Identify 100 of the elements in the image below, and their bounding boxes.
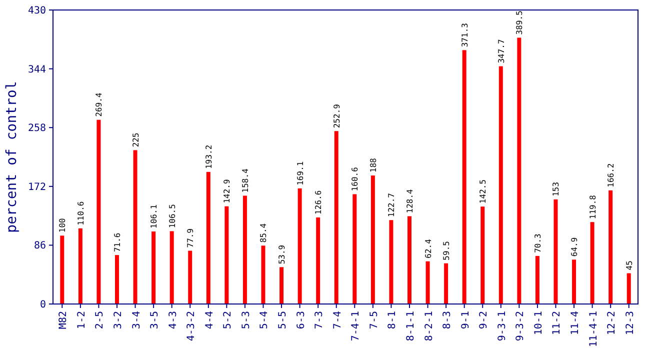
data-label: 122.7 [387, 192, 396, 218]
bar [572, 260, 576, 304]
x-tick-label: 6-3 [296, 311, 307, 330]
bar [152, 231, 156, 304]
x-tick-label: 7-4 [332, 311, 344, 330]
data-label: 77.9 [186, 228, 196, 248]
data-label: 70.3 [533, 233, 542, 253]
bar [590, 222, 594, 304]
x-tick-label: 3-4 [131, 311, 142, 330]
bar [370, 175, 375, 304]
data-label: 106.5 [168, 204, 177, 228]
x-tick-label: 9-1 [460, 311, 472, 330]
bar [407, 216, 412, 304]
x-tick-label: 3-2 [112, 311, 124, 330]
bar [352, 194, 357, 304]
data-label: 188 [368, 158, 378, 172]
x-tick-label: 12-2 [606, 311, 618, 336]
bar [280, 267, 284, 304]
bar [517, 38, 522, 304]
data-label: 110.6 [76, 201, 86, 226]
bar [60, 236, 64, 304]
data-label: 193.2 [204, 144, 214, 169]
data-label: 142.9 [222, 179, 232, 204]
data-label: 106.1 [150, 204, 159, 228]
x-tick-label: 8-1 [387, 311, 398, 330]
data-label: 153 [552, 182, 561, 196]
data-label: 64.9 [570, 237, 580, 257]
y-tick-label: 0 [40, 300, 46, 310]
bar [206, 172, 210, 304]
x-tick-label: 4-3-2 [186, 311, 198, 342]
data-label: 126.6 [314, 190, 324, 214]
data-label: 142.5 [478, 179, 488, 204]
bar [133, 150, 138, 304]
x-tick-label: 10-1 [533, 311, 544, 336]
y-tick-label: 86 [34, 240, 46, 252]
x-tick-label: 9-2 [478, 311, 490, 330]
x-tick-label: 7-3 [314, 311, 326, 330]
x-tick-label: 7-5 [368, 311, 380, 330]
data-label: 371.3 [460, 22, 470, 48]
data-label: 85.4 [259, 223, 268, 243]
y-tick-label: 172 [28, 182, 46, 193]
data-label: 347.7 [496, 39, 506, 64]
x-tick-label: 8-1-1 [405, 311, 416, 342]
x-tick-label: 1-2 [76, 311, 88, 330]
bar [480, 206, 485, 304]
x-tick-label: 4-4 [204, 311, 216, 330]
x-tick-label: 9-3-2 [515, 311, 526, 342]
x-tick-label: 8-3 [442, 311, 454, 330]
bar [316, 217, 320, 304]
data-label: 389.5 [515, 10, 524, 35]
bar [498, 66, 503, 304]
bar [170, 231, 174, 304]
data-label: 119.8 [588, 194, 598, 220]
x-tick-label: 12-3 [624, 311, 636, 336]
x-tick-label: 5-3 [240, 311, 252, 330]
x-tick-label: 8-2-1 [424, 311, 435, 342]
x-tick-label: 4-3 [168, 311, 179, 330]
bar [96, 120, 101, 304]
bar [242, 196, 247, 304]
y-tick-label: 430 [28, 6, 46, 16]
x-tick-label: 5-5 [278, 311, 289, 330]
data-label: 62.4 [424, 238, 433, 258]
bar [535, 256, 540, 304]
bar [426, 261, 430, 304]
data-label: 269.4 [94, 92, 104, 117]
bar [114, 255, 119, 304]
x-tick-label: 7-4-1 [350, 311, 362, 342]
bar [389, 220, 394, 304]
data-label: 100 [58, 218, 68, 233]
bar [261, 246, 266, 304]
x-tick-label: 5-2 [222, 311, 234, 330]
data-label: 158.4 [240, 168, 250, 193]
bar [334, 131, 338, 304]
bar [444, 263, 448, 304]
data-label: 45 [624, 260, 634, 270]
x-tick-label: 5-4 [259, 311, 270, 330]
data-label: 128.4 [405, 188, 414, 214]
data-label: 252.9 [332, 104, 342, 128]
x-tick-label: 3-5 [150, 311, 161, 330]
y-axis-title: percent of control [4, 81, 20, 233]
bar [188, 250, 192, 304]
data-label: 225 [131, 132, 140, 148]
bar [298, 188, 302, 304]
data-label: 160.6 [350, 166, 360, 192]
bar [554, 199, 558, 304]
data-label: 169.1 [296, 161, 305, 186]
data-label: 53.9 [278, 244, 287, 264]
data-label: 59.5 [442, 240, 452, 260]
bar [608, 190, 613, 304]
bar [224, 206, 229, 304]
x-tick-label: M82 [58, 311, 70, 330]
data-label: 166.2 [606, 163, 616, 188]
x-tick-label: 11-4-1 [588, 311, 600, 348]
y-tick-label: 344 [28, 64, 46, 76]
data-label: 71.6 [112, 232, 122, 252]
x-tick-label: 11-2 [552, 311, 563, 336]
x-tick-label: 9-3-1 [496, 311, 508, 342]
bar [78, 228, 82, 304]
y-tick-label: 258 [28, 123, 46, 134]
x-tick-label: 2-5 [94, 311, 106, 330]
